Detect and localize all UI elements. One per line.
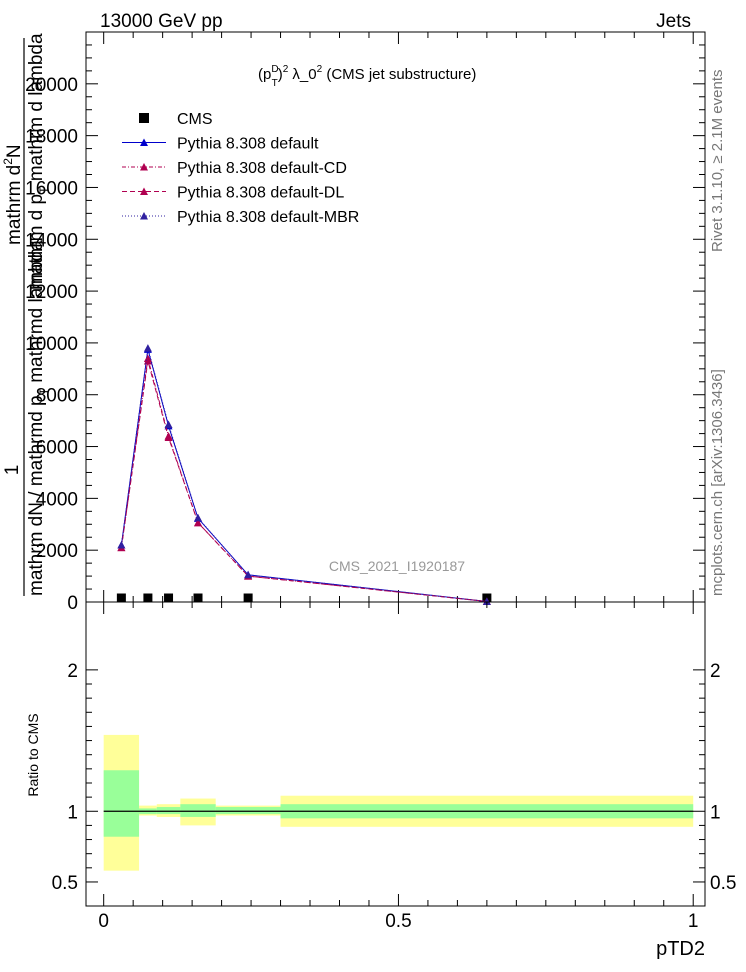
ratio-stat-band — [180, 804, 216, 817]
ratio-stat-band — [215, 807, 281, 815]
series-line — [120, 347, 487, 602]
main-ytick-label: 16000 — [25, 178, 78, 199]
main-ytick-label: 6000 — [36, 438, 78, 459]
series-marker — [117, 541, 126, 549]
ratio-ytick-label: 0.5 — [52, 873, 78, 894]
series-marker — [164, 420, 173, 429]
series-marker — [194, 518, 203, 527]
analysis-tag: CMS_2021_I1920187 — [329, 558, 465, 574]
ratio-panel: 0.5 0.51 12 2 0 0.5 1 — [52, 601, 737, 932]
ylabel-numerator: 1 — [2, 465, 23, 476]
ylabel-line1: mathrm d2N — [1, 144, 25, 245]
series-line — [120, 360, 487, 602]
legend-marker — [140, 163, 148, 171]
ylabel-denominator: mathrm dN / mathrmd pT mathrmd lambda — [26, 240, 51, 596]
ratio-bands — [103, 734, 694, 871]
series-marker — [244, 570, 253, 579]
cms-point — [143, 593, 153, 603]
cms-point — [243, 593, 253, 603]
rivet-label: Rivet 3.1.10, ≥ 2.1M events — [709, 70, 726, 253]
main-ytick-label: 12000 — [25, 282, 78, 303]
ratio-stat-band — [103, 770, 140, 837]
ratio-frame — [85, 601, 706, 907]
legend: CMS Pythia 8.308 default Pythia 8.308 defa… — [122, 111, 359, 226]
main-ytick-label: 0 — [67, 593, 78, 614]
ratio-ytick-label-right: 0.5 — [710, 873, 736, 894]
legend-label: Pythia 8.308 default-CD — [177, 160, 347, 177]
legend-label: Pythia 8.308 default-DL — [177, 185, 344, 202]
legend-marker — [140, 138, 148, 146]
main-ytick-label: 2000 — [36, 541, 78, 562]
ratio-y-label: Ratio to CMS — [25, 713, 41, 796]
ratio-y-ticks: 0.5 0.5 1 1 2 2 — [52, 661, 737, 894]
ratio-ytick-label: 1 — [67, 802, 78, 823]
legend-marker — [139, 113, 149, 123]
series-marker — [194, 513, 203, 522]
header-left: 13000 GeV pp — [100, 11, 223, 32]
ratio-xtick-label: 0.5 — [385, 911, 411, 932]
ratio-xtick-label: 1 — [688, 911, 699, 932]
series-marker — [164, 433, 173, 441]
legend-label: Pythia 8.308 default — [177, 136, 319, 153]
cms-point — [116, 593, 126, 603]
ratio-ytick-label-right: 2 — [710, 661, 721, 682]
main-ytick-label: 8000 — [36, 386, 78, 407]
cms-point — [193, 593, 203, 603]
ratio-xtick-label: 0 — [98, 911, 109, 932]
main-ytick-label: 14000 — [25, 230, 78, 251]
y-axis-label-top: mathrm d2N mathrm d pT mathrm d lambda 1… — [1, 33, 51, 596]
ratio-ytick-label: 2 — [67, 661, 78, 682]
legend-marker — [140, 187, 148, 195]
main-ytick-label: 4000 — [36, 489, 78, 510]
main-ytick-label: 10000 — [25, 334, 78, 355]
mcplots-label: mcplots.cern.ch [arXiv:1306.3436] — [709, 369, 726, 596]
plot-title: (pD T)2 λ_02 (CMS jet substructure) — [258, 64, 476, 89]
header-right: Jets — [656, 11, 691, 32]
main-ytick-label: 18000 — [25, 127, 78, 148]
main-series — [116, 344, 492, 605]
main-panel: 0 2000 4000 6000 8000 10000 12000 14000 16000 180… — [25, 31, 706, 614]
series-marker — [143, 344, 152, 352]
cms-point — [164, 593, 174, 603]
x-axis-label: pTD2 — [656, 938, 705, 960]
series-marker — [482, 597, 491, 605]
ratio-stat-band — [156, 807, 181, 815]
legend-marker — [140, 212, 148, 220]
legend-label: CMS — [177, 111, 213, 128]
ylabel-line2: mathrm d pT mathrm d lambda — [26, 33, 51, 290]
ratio-x-ticks: 0 0.5 1 — [98, 602, 698, 932]
ratio-ytick-label-right: 1 — [710, 802, 721, 823]
main-ytick-label: 20000 — [25, 75, 78, 96]
legend-label: Pythia 8.308 default-MBR — [177, 209, 359, 226]
